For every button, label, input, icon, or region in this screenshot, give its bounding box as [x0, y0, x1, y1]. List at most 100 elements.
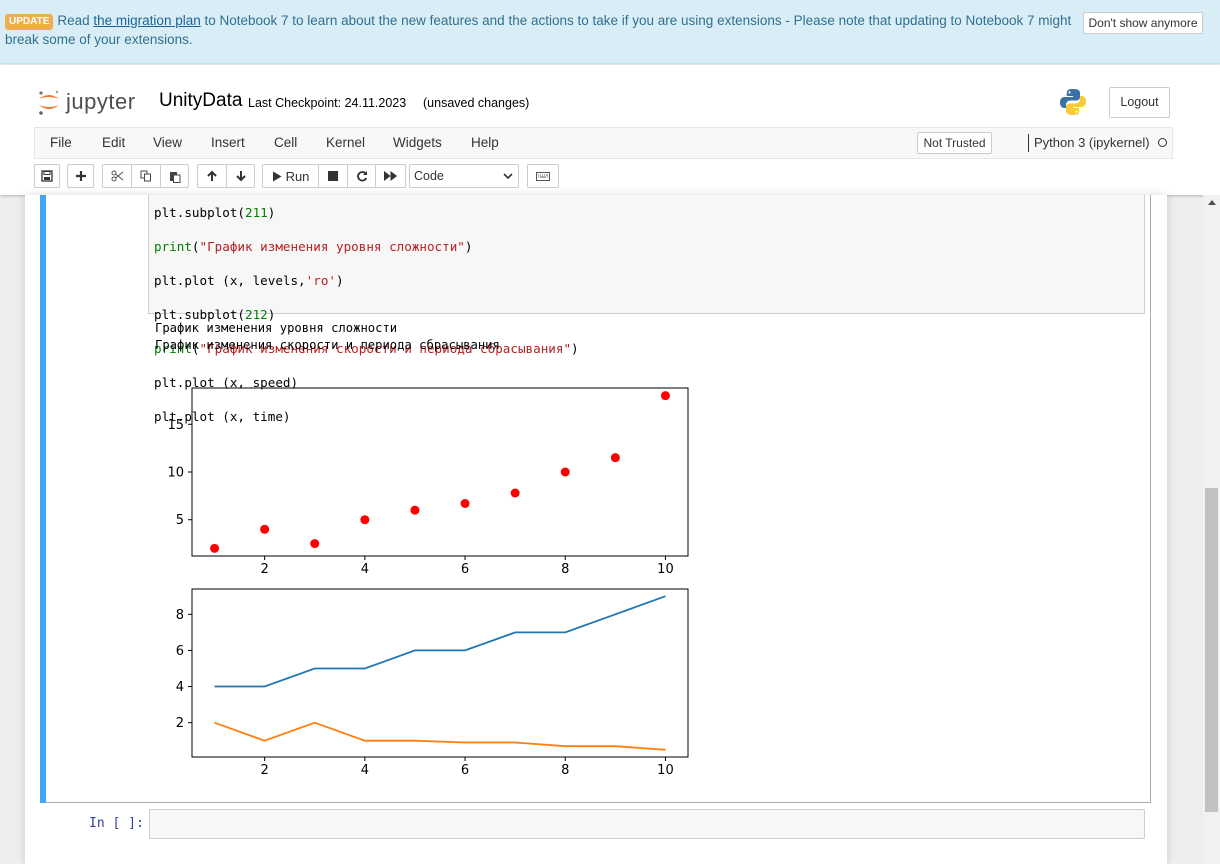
save-button[interactable]	[34, 164, 60, 188]
last-checkpoint: Last Checkpoint: 24.11.2023	[248, 96, 407, 110]
arrow-up-icon	[207, 170, 217, 181]
restart-button[interactable]	[347, 164, 375, 188]
code-editor[interactable]: plt.subplot(211) print("График изменения…	[154, 187, 579, 442]
code-line: plt.plot (x, speed)	[154, 375, 299, 390]
menu-insert[interactable]: Insert	[211, 135, 245, 150]
input-prompt: In [ ]:	[89, 816, 144, 831]
scissors-icon	[111, 170, 123, 182]
menu-view[interactable]: View	[153, 135, 183, 150]
menu-kernel[interactable]: Kernel	[326, 135, 366, 150]
x-tick-label: 4	[361, 763, 369, 778]
notebook-header: jupyter UnityData Last Checkpoint: 24.11…	[0, 65, 1220, 195]
banner-text-before: Read	[57, 13, 94, 28]
scroll-up-arrow-icon[interactable]	[1208, 200, 1216, 205]
menu-cell[interactable]: Cell	[274, 135, 298, 150]
cell-type-select[interactable]: Code	[409, 164, 519, 188]
x-tick-label: 8	[561, 562, 569, 577]
x-tick-label: 10	[657, 763, 674, 778]
y-tick-label: 5	[176, 513, 184, 528]
code-line: print("График изменения уровня сложности…	[154, 239, 473, 254]
y-tick-label: 8	[176, 608, 184, 623]
x-tick-label: 10	[657, 562, 674, 577]
jupyter-wordmark[interactable]: jupyter	[66, 89, 136, 114]
notebook-name[interactable]: UnityData	[159, 90, 243, 111]
empty-code-cell-input[interactable]	[149, 809, 1145, 839]
cell-stdout: График изменения уровня сложности График …	[155, 320, 500, 354]
insert-cell-button[interactable]	[67, 164, 94, 188]
interrupt-button[interactable]	[318, 164, 347, 188]
code-line: print("График изменения скорости и перио…	[154, 341, 579, 356]
x-tick-label: 6	[461, 562, 469, 577]
scatter-point	[260, 524, 270, 534]
keyboard-icon	[536, 171, 550, 181]
play-icon	[272, 171, 282, 181]
kernel-name[interactable]: Python 3 (ipykernel)	[1028, 134, 1150, 152]
x-tick-label: 8	[561, 763, 569, 778]
series-line	[214, 595, 666, 688]
paste-icon	[169, 171, 180, 183]
logout-button[interactable]: Logout	[1109, 87, 1170, 118]
restart-icon	[356, 171, 367, 182]
code-line: plt.subplot(211)	[154, 205, 276, 220]
stdout-line: График изменения скорости и периода сбра…	[155, 338, 500, 352]
dont-show-anymore-button[interactable]: Don't show anymore	[1083, 12, 1203, 34]
arrow-down-icon	[235, 171, 246, 182]
y-tick-label: 4	[176, 680, 184, 695]
x-tick-label: 6	[461, 763, 469, 778]
migration-plan-link[interactable]: the migration plan	[93, 13, 201, 28]
notebook-toolbar: Run Code	[34, 164, 1173, 190]
axes-frame	[191, 588, 689, 758]
plus-icon	[75, 171, 86, 181]
menu-file[interactable]: File	[50, 135, 72, 150]
scatter-point	[410, 505, 420, 515]
stdout-line: График изменения уровня сложности	[155, 321, 398, 335]
kernel-idle-indicator-icon	[1158, 138, 1167, 147]
y-tick-label: 2	[176, 716, 184, 731]
jupyter-logo-icon[interactable]	[36, 87, 62, 117]
chevron-down-icon	[503, 173, 513, 180]
banner-text-after: to Notebook 7 to learn about the new fea…	[5, 13, 1072, 47]
banner-message: UPDATE Read the migration plan to Noteboo…	[5, 11, 1075, 49]
command-palette-button[interactable]	[527, 164, 559, 188]
code-input-area[interactable]	[148, 195, 1145, 314]
scrollbar-thumb[interactable]	[1205, 488, 1218, 812]
update-badge: UPDATE	[5, 14, 54, 30]
move-down-button[interactable]	[226, 164, 255, 188]
y-tick-label: 10	[167, 466, 184, 481]
copy-icon	[140, 170, 151, 182]
scatter-point	[210, 543, 220, 553]
menu-help[interactable]: Help	[471, 135, 499, 150]
menu-widgets[interactable]: Widgets	[393, 135, 442, 150]
run-label: Run	[285, 168, 310, 184]
restart-run-all-button[interactable]	[375, 164, 406, 188]
python-logo-icon	[1060, 89, 1086, 115]
not-trusted-button[interactable]: Not Trusted	[917, 132, 992, 154]
x-tick-label: 2	[261, 562, 269, 577]
y-tick-label: 6	[176, 644, 184, 659]
run-button[interactable]: Run	[262, 164, 318, 188]
save-icon	[41, 170, 53, 182]
menu-bar: File Edit View Insert Cell Kernel Widget…	[34, 127, 1173, 159]
cell-type-value: Code	[414, 169, 444, 183]
vertical-scrollbar[interactable]	[1203, 195, 1220, 864]
cut-button[interactable]	[102, 164, 131, 188]
output-figure: 2 4 6 8 10 5 10 15 2 4 6 8 10 2 4 6 8	[167, 387, 689, 778]
code-line: plt.subplot(212)	[154, 307, 276, 322]
cell-selection-bar	[40, 195, 46, 803]
scatter-point	[310, 539, 320, 549]
copy-button[interactable]	[131, 164, 160, 188]
x-tick-label: 4	[361, 562, 369, 577]
code-line: plt.plot (x, time)	[154, 409, 291, 424]
update-banner: UPDATE Read the migration plan to Noteboo…	[0, 0, 1220, 64]
code-line: plt.plot (x, levels,'ro')	[154, 273, 344, 288]
paste-button[interactable]	[160, 164, 189, 188]
stop-icon	[328, 171, 338, 181]
fast-forward-icon	[384, 171, 397, 181]
menu-edit[interactable]: Edit	[102, 135, 126, 150]
series-line	[214, 721, 666, 751]
scatter-point	[660, 391, 670, 401]
scatter-point	[560, 467, 570, 477]
y-tick-label: 15	[167, 418, 184, 433]
move-up-button[interactable]	[197, 164, 226, 188]
x-tick-label: 2	[261, 763, 269, 778]
